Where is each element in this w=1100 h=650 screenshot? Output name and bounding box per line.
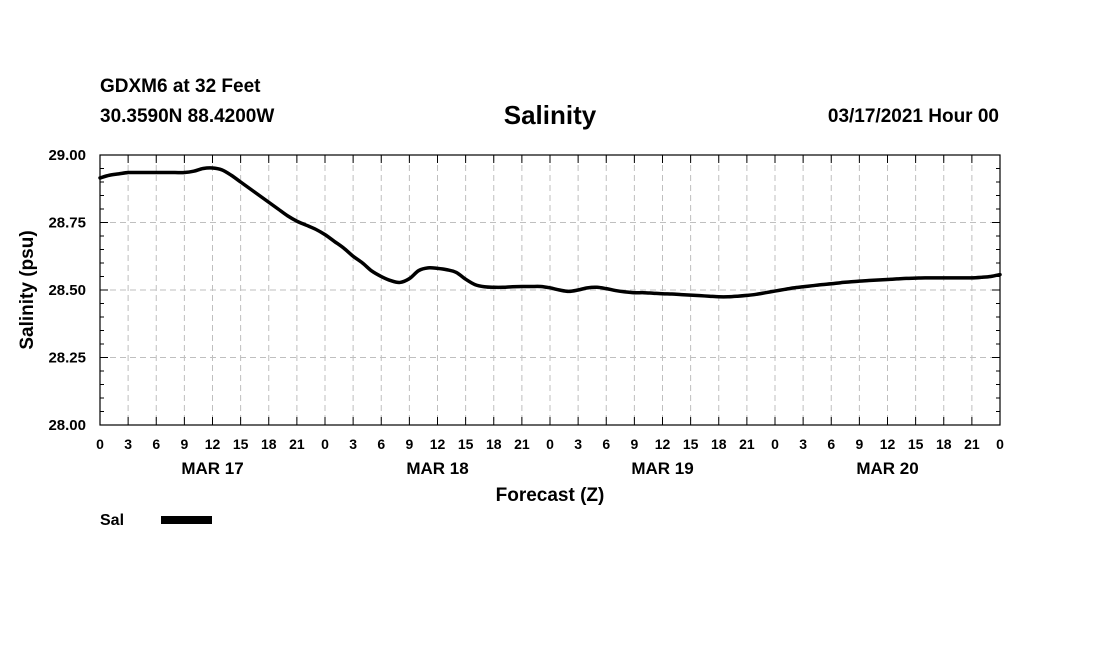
x-tick-label: 18: [711, 436, 727, 452]
x-tick-label: 21: [739, 436, 755, 452]
x-tick-label: 15: [908, 436, 924, 452]
x-tick-label: 6: [827, 436, 835, 452]
x-tick-label: 0: [546, 436, 554, 452]
x-tick-label: 21: [514, 436, 530, 452]
y-tick-label: 29.00: [48, 147, 86, 164]
x-tick-label: 15: [458, 436, 474, 452]
legend: Sal: [100, 512, 212, 529]
x-tick-label: 3: [799, 436, 807, 452]
x-tick-labels: 0 3 6 9 12 15 18 21 0 3 6 9 12 15 18 21 0 3 6 9 12 15 18 21 0 3 6 9…: [96, 436, 1004, 452]
x-tick-label: 9: [630, 436, 638, 452]
x-tick-label: 18: [261, 436, 277, 452]
x-tick-label: 21: [964, 436, 980, 452]
x-tick-label: 15: [683, 436, 699, 452]
x-tick-label: 18: [486, 436, 502, 452]
x-tick-label: 12: [205, 436, 221, 452]
legend-swatch-sal: [161, 516, 212, 524]
day-labels: MAR 17 MAR 18 MAR 19 MAR 20: [181, 459, 918, 478]
x-tick-label: 0: [96, 436, 104, 452]
x-tick-label: 3: [574, 436, 582, 452]
x-tick-label: 12: [655, 436, 671, 452]
x-tick-label: 3: [349, 436, 357, 452]
x-tick-label: 9: [855, 436, 863, 452]
x-tick-label: 12: [430, 436, 446, 452]
forecast-datetime: 03/17/2021 Hour 00: [827, 106, 999, 127]
x-axis-title: Forecast (Z): [496, 485, 605, 506]
plot-frame: [99, 154, 1001, 426]
y-tick-label: 28.75: [48, 215, 86, 232]
x-tick-label: 6: [377, 436, 385, 452]
y-tick-labels: 28.00 28.25 28.50 28.75 29.00: [48, 147, 86, 434]
x-tick-label: 0: [771, 436, 779, 452]
x-tick-label: 15: [233, 436, 249, 452]
day-label: MAR 17: [181, 459, 243, 478]
coordinates-label: 30.3590N 88.4200W: [100, 106, 275, 127]
x-tick-label: 6: [602, 436, 610, 452]
grid: [100, 155, 1000, 425]
x-tick-label: 12: [880, 436, 896, 452]
y-tick-label: 28.25: [48, 350, 86, 367]
x-tick-label: 18: [936, 436, 952, 452]
station-label: GDXM6 at 32 Feet: [100, 76, 261, 97]
day-label: MAR 20: [856, 459, 918, 478]
x-tick-label: 0: [321, 436, 329, 452]
y-tick-label: 28.50: [48, 282, 86, 299]
y-tick-label: 28.00: [48, 417, 86, 434]
day-label: MAR 19: [631, 459, 693, 478]
chart-title: Salinity: [503, 100, 597, 130]
x-tick-label: 0: [996, 436, 1004, 452]
x-tick-label: 6: [152, 436, 160, 452]
series-line-sal: [98, 166, 1002, 299]
legend-label-sal: Sal: [100, 512, 124, 529]
y-axis-title: Salinity (psu): [17, 230, 38, 349]
x-tick-label: 21: [289, 436, 305, 452]
day-label: MAR 18: [406, 459, 468, 478]
x-tick-label: 9: [405, 436, 413, 452]
x-tick-label: 3: [124, 436, 132, 452]
x-tick-label: 9: [180, 436, 188, 452]
